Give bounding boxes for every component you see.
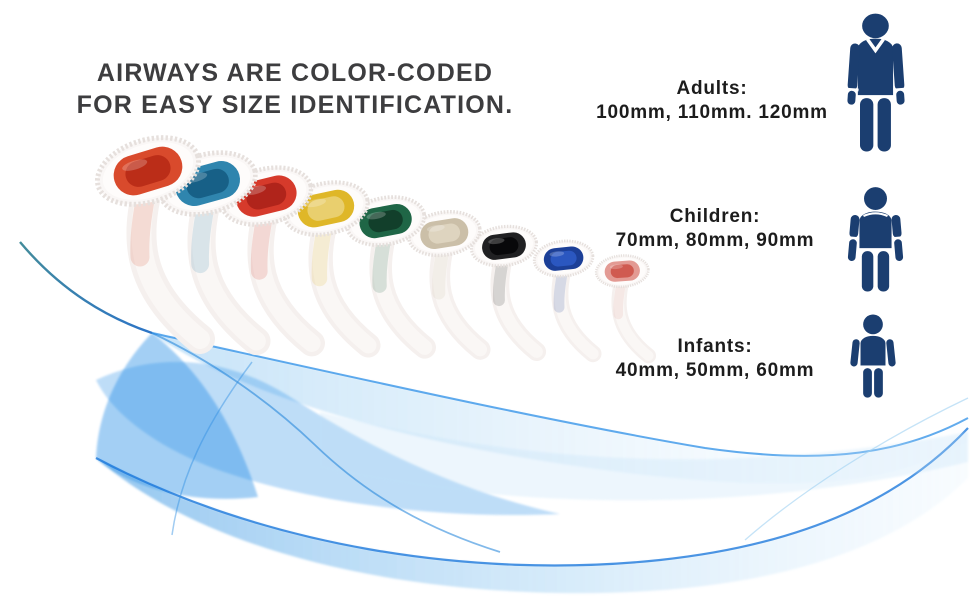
size-group-infants: Infants: 40mm, 50mm, 60mm xyxy=(560,336,870,382)
airway-6-cream-white xyxy=(407,209,491,360)
child-icon xyxy=(847,187,904,292)
size-group-children: Children: 70mm, 80mm, 90mm xyxy=(560,206,870,252)
headline-line1: AIRWAYS ARE COLOR-CODED xyxy=(96,59,494,87)
adult-icon xyxy=(845,13,907,152)
children-sizes: 70mm, 80mm, 90mm xyxy=(615,230,815,251)
children-label: Children: xyxy=(669,206,761,227)
size-group-adults: Adults: 100mm, 110mm. 120mm xyxy=(557,78,867,124)
airway-1-red-orange xyxy=(94,135,215,354)
adults-label: Adults: xyxy=(676,78,748,99)
airway-7-black xyxy=(469,224,546,361)
infants-label: Infants: xyxy=(677,336,753,357)
adults-sizes: 100mm, 110mm. 120mm xyxy=(596,102,828,123)
airway-9-pink xyxy=(594,253,657,364)
headline: AIRWAYS ARE COLOR-CODED FOR EASY SIZE ID… xyxy=(30,57,560,121)
airway-8-blue xyxy=(532,239,602,363)
headline-line2: FOR EASY SIZE IDENTIFICATION. xyxy=(76,91,514,119)
infant-icon xyxy=(850,314,896,398)
infants-sizes: 40mm, 50mm, 60mm xyxy=(615,360,815,381)
airway-4-yellow xyxy=(282,180,381,358)
airway-2-teal-blue xyxy=(157,150,271,356)
